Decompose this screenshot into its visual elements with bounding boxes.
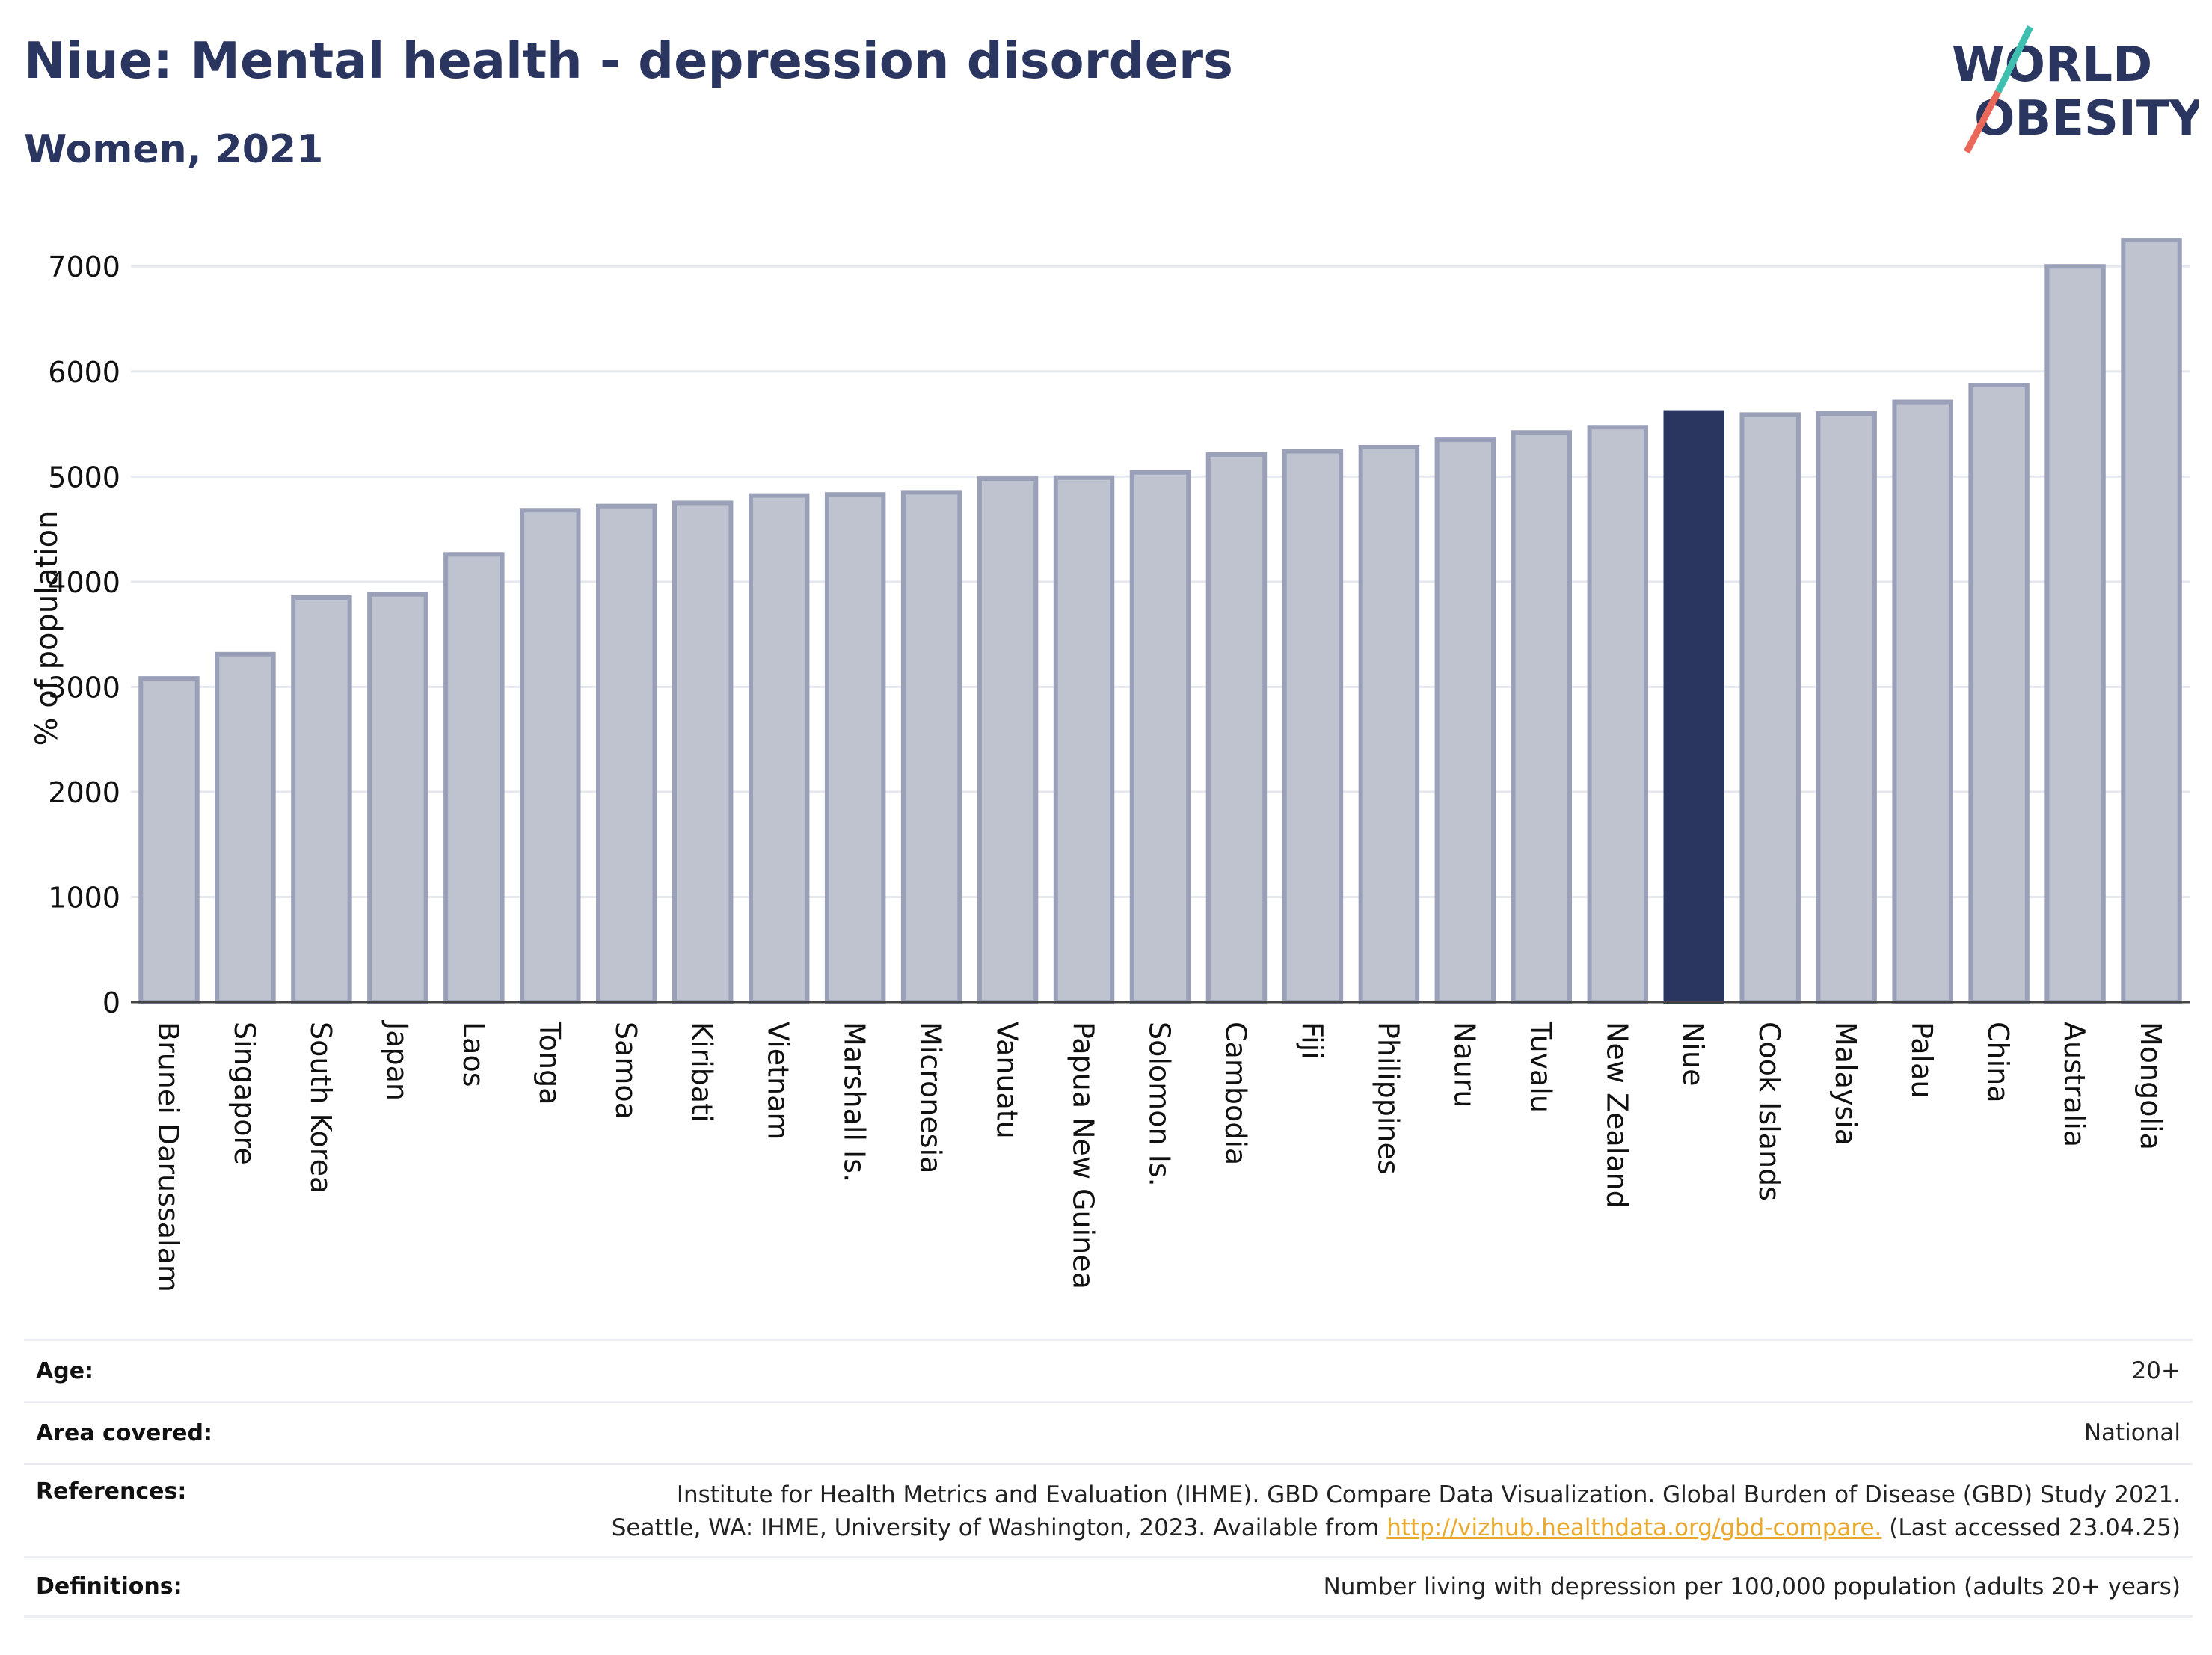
x-tick-label: Kiribati [686,1022,719,1123]
chart-subtitle: Women, 2021 [24,127,324,172]
y-axis-title: % of population [30,511,64,746]
x-tick-label: Tuvalu [1524,1021,1557,1113]
bar [1816,411,1877,1004]
area-row: Area covered: National [24,1401,2193,1463]
bar [596,503,657,1004]
y-tick-label: 6000 [48,356,120,389]
x-tick-label: Vietnam [762,1022,795,1140]
bar [2121,238,2182,1005]
x-tick-label: Marshall Is. [838,1022,871,1182]
chart-title: Niue: Mental health - depression disorde… [24,31,1233,90]
x-tick-label: Singapore [228,1022,261,1165]
bar [1053,475,1115,1004]
bar [215,651,276,1004]
bar [1205,452,1268,1004]
x-tick-label: Vanuatu [991,1022,1024,1139]
bar [1434,437,1496,1004]
references-link[interactable]: http://vizhub.healthdata.org/gbd-compare… [1386,1514,1882,1541]
logo-slash-bottom [1964,90,2001,154]
bar [443,552,505,1004]
logo-line1: WORLD [1952,37,2152,93]
x-tick-label: Palau [1905,1022,1938,1098]
age-label: Age: [36,1357,94,1384]
definitions-row: Definitions: Number living with depressi… [24,1556,2193,1618]
x-tick-label: Nauru [1448,1022,1481,1108]
x-tick-label: Tonga [533,1021,566,1105]
x-tick-label: Laos [457,1022,490,1087]
bar [367,592,428,1004]
x-tick-label: China [1982,1022,2015,1103]
bar [291,595,352,1004]
bar [1129,470,1191,1004]
x-tick-label: Samoa [609,1022,642,1120]
age-row: Age: 20+ [24,1339,2193,1401]
age-value: 20+ [2131,1357,2181,1384]
x-tick-label: Micronesia [915,1022,947,1173]
x-tick-label: New Zealand [1600,1022,1633,1209]
world-obesity-logo: WORLD OBESITY [1952,25,2199,154]
x-tick-label: Cook Islands [1753,1022,1786,1201]
bar [900,490,962,1004]
bar [1892,399,1953,1004]
y-tick-label: 4000 [48,566,120,599]
bar [824,492,886,1004]
references-line2-post: (Last accessed 23.04.25) [1881,1514,2181,1541]
x-tick-label: Cambodia [1219,1022,1252,1165]
metadata-table: Age: 20+ Area covered: National Referenc… [24,1339,2193,1618]
y-tick-label: 5000 [48,461,120,494]
references-value: Institute for Health Metrics and Evaluat… [612,1479,2181,1544]
x-tick-label: Niue [1677,1022,1709,1086]
bar [2044,264,2106,1005]
x-tick-label: Australia [2058,1022,2091,1147]
bar [1968,383,2030,1004]
references-label: References: [36,1479,187,1505]
definitions-label: Definitions: [36,1573,182,1600]
references-line2-pre: Seattle, WA: IHME, University of Washing… [611,1514,1387,1541]
y-tick-label: 3000 [48,671,120,704]
x-tick-label: Fiji [1295,1022,1328,1060]
bar-chart: 0 1000 2000 3000 4000 5000 6000 7000 % of popula… [30,238,2190,1292]
logo-line2: OBESITY [1974,91,2199,147]
bar [1739,412,1801,1004]
y-tick-label: 7000 [48,251,120,283]
bar [138,676,200,1004]
x-tick-label: South Korea [304,1022,337,1194]
bar [1282,449,1344,1004]
x-tick-label: Mongolia [2134,1022,2167,1150]
x-tick-label: Japan [381,1020,414,1101]
bar [1358,444,1420,1004]
y-tick-label: 0 [102,986,120,1019]
area-label: Area covered: [36,1419,212,1446]
references-row: References: Institute for Health Metrics… [24,1463,2193,1556]
bar [748,493,810,1004]
bar [520,508,581,1004]
y-tick-label: 1000 [48,881,120,914]
x-tick-label: Papua New Guinea [1067,1022,1100,1289]
bar [977,476,1039,1004]
bar [1587,425,1649,1004]
x-tick-label: Philippines [1371,1022,1404,1175]
y-tick-label: 2000 [48,776,120,809]
x-tick-label: Brunei Darussalam [152,1022,185,1292]
x-tick-label: Solomon Is. [1143,1022,1176,1187]
bar [1511,430,1573,1004]
definitions-value: Number living with depression per 100,00… [1323,1573,2181,1600]
bar [672,500,734,1004]
x-tick-label: Malaysia [1829,1022,1862,1146]
bar [1663,410,1724,1004]
logo-slash-top [1994,25,2034,93]
area-value: National [2083,1419,2181,1446]
references-line1: Institute for Health Metrics and Evaluat… [676,1481,2181,1508]
